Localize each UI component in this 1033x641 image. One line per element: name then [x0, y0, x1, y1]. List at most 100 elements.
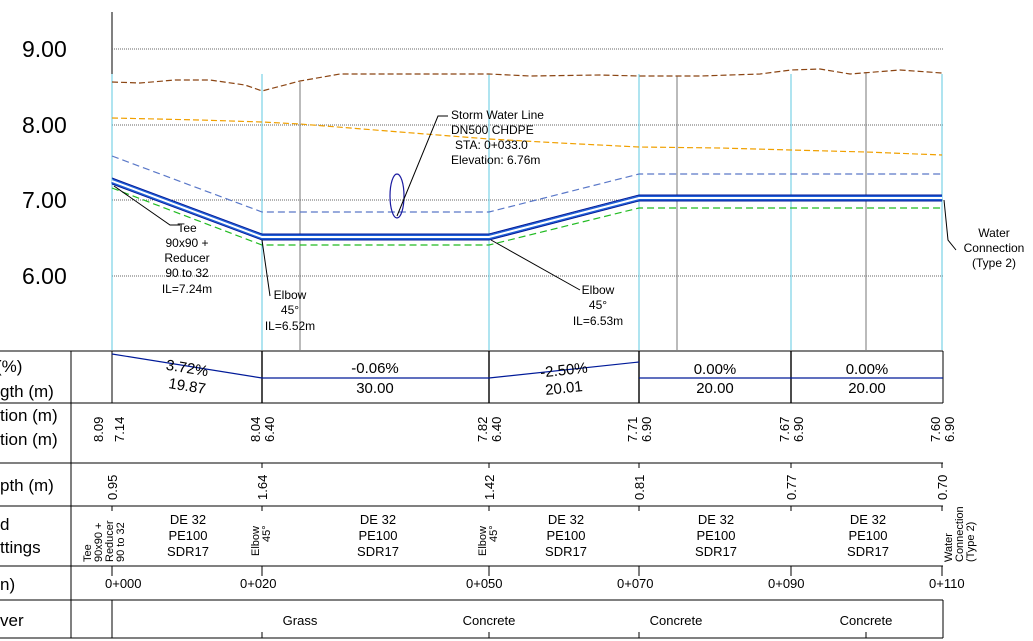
chainage-2: 0+020 — [240, 576, 277, 591]
water-connection-annotation: Water Connection (Type 2) — [964, 226, 1025, 270]
svg-text:90 to 32: 90 to 32 — [165, 266, 209, 280]
fit-water-1: Water — [943, 533, 955, 562]
sta-4-depth: 0.81 — [632, 475, 647, 500]
sta-5-depth: 0.77 — [784, 475, 799, 500]
svg-text:DE 32: DE 32 — [850, 512, 886, 527]
svg-text:90x90 +: 90x90 + — [165, 236, 208, 250]
svg-text:Storm Water Line: Storm Water Line — [451, 108, 544, 122]
storm-water-annotation: Storm Water Line DN500 CHDPE STA: 0+033.… — [451, 108, 544, 167]
chainage-4: 0+070 — [617, 576, 654, 591]
sta-3-ground: 7.82 — [475, 417, 490, 442]
fit-elbow2-2: 45° — [488, 525, 500, 542]
chainage-3: 0+050 — [466, 576, 503, 591]
svg-text:STA: 0+033.0: STA: 0+033.0 — [455, 138, 528, 152]
seg-1-grade: 3.72% — [165, 357, 210, 380]
svg-text:PE100: PE100 — [848, 528, 887, 543]
sta-1-ground: 8.09 — [91, 417, 106, 442]
surface-4: Concrete — [840, 613, 893, 628]
tee-annotation: Tee 90x90 + Reducer 90 to 32 IL=7.24m — [162, 221, 212, 296]
fit-tee-1: Tee — [82, 544, 94, 562]
seg-3-length: 20.01 — [544, 378, 583, 399]
fit-elbow2-1: Elbow — [477, 526, 489, 556]
surface-values: Grass Concrete Concrete Concrete — [283, 613, 893, 628]
pipe-outer-line — [111, 178, 942, 240]
sta-6-depth: 0.70 — [935, 475, 950, 500]
svg-text:PE100: PE100 — [358, 528, 397, 543]
svg-text:DE 32: DE 32 — [170, 512, 206, 527]
row-label-invert: tion (m) — [0, 430, 58, 449]
sta-6-ground: 7.60 — [928, 417, 943, 442]
seg-4-grade: 0.00% — [694, 361, 737, 378]
surface-2: Concrete — [463, 613, 516, 628]
svg-text:Elbow: Elbow — [274, 288, 307, 302]
chainage-1: 0+000 — [105, 576, 142, 591]
sta-4-ground: 7.71 — [625, 417, 640, 442]
svg-text:IL=6.52m: IL=6.52m — [265, 319, 315, 333]
svg-text:45°: 45° — [589, 298, 607, 312]
fit-elbow1-2: 45° — [261, 525, 273, 542]
elevation-values: 8.09 7.14 8.04 6.40 7.82 6.40 7.71 6.90 … — [91, 417, 957, 442]
svg-text:DE 32: DE 32 — [698, 512, 734, 527]
sta-2-invert: 6.40 — [262, 417, 277, 442]
svg-text:DN500 CHDPE: DN500 CHDPE — [451, 123, 534, 137]
row-label-fittings-1: d — [0, 515, 9, 534]
fittings-row: Tee 90x90 + Reducer 90 to 32 Elbow 45° E… — [82, 506, 977, 562]
svg-text:PE100: PE100 — [168, 528, 207, 543]
fit-water-3: (Type 2) — [965, 522, 977, 562]
seg-5-grade: 0.00% — [846, 361, 889, 378]
svg-text:DE 32: DE 32 — [360, 512, 396, 527]
sta-5-invert: 6.90 — [791, 417, 806, 442]
svg-text:IL=6.53m: IL=6.53m — [573, 314, 623, 328]
row-label-chainage: n) — [0, 575, 15, 594]
bedding-line — [111, 187, 942, 246]
svg-text:45°: 45° — [281, 303, 299, 317]
seg-2-grade: -0.06% — [351, 360, 399, 377]
pipe-top-edge — [111, 177, 942, 235]
fit-tee-2: 90x90 + — [93, 523, 105, 562]
svg-text:Elevation: 6.76m: Elevation: 6.76m — [451, 153, 540, 167]
y-label-9: 9.00 — [22, 36, 67, 62]
pipe-bottom-edge — [111, 183, 942, 241]
svg-text:DE 32: DE 32 — [548, 512, 584, 527]
design-grade-line — [111, 117, 943, 156]
storm-water-crossing — [389, 173, 405, 219]
seg-4-length: 20.00 — [696, 380, 734, 397]
svg-text:SDR17: SDR17 — [357, 544, 399, 559]
intermediate-lines — [299, 72, 867, 350]
row-label-length: gth (m) — [0, 382, 54, 401]
svg-text:SDR17: SDR17 — [545, 544, 587, 559]
sta-1-depth: 0.95 — [105, 475, 120, 500]
ground-surface-line — [111, 68, 943, 92]
seg-5-length: 20.00 — [848, 380, 886, 397]
depth-values: 0.95 1.64 1.42 0.81 0.77 0.70 — [105, 475, 950, 500]
fit-water-2: Connection — [954, 506, 966, 562]
y-label-8: 8.00 — [22, 112, 67, 138]
trench-top-line — [111, 155, 942, 213]
sta-5-ground: 7.67 — [777, 417, 792, 442]
segment-values: 3.72% 19.87 -0.06% 30.00 -2.50% 20.01 0.… — [165, 357, 889, 399]
svg-text:IL=7.24m: IL=7.24m — [162, 282, 212, 296]
sta-4-invert: 6.90 — [639, 417, 654, 442]
pipe-specs: DE 32 PE100 SDR17 DE 32 PE100 SDR17 DE 3… — [167, 512, 889, 559]
sta-3-depth: 1.42 — [482, 475, 497, 500]
sta-2-ground: 8.04 — [248, 417, 263, 442]
svg-text:Connection: Connection — [964, 241, 1025, 255]
y-label-7: 7.00 — [22, 187, 67, 213]
row-label-grade: (%) — [0, 357, 22, 376]
svg-text:SDR17: SDR17 — [847, 544, 889, 559]
pipe-inner-line — [111, 180, 942, 238]
svg-text:Water: Water — [978, 226, 1010, 240]
svg-text:PE100: PE100 — [546, 528, 585, 543]
sta-6-invert: 6.90 — [942, 417, 957, 442]
chainage-values: 0+000 0+020 0+050 0+070 0+090 0+110 — [105, 576, 965, 591]
fit-elbow1-1: Elbow — [250, 526, 262, 556]
svg-text:SDR17: SDR17 — [167, 544, 209, 559]
svg-text:Reducer: Reducer — [164, 251, 209, 265]
sta-2-depth: 1.64 — [255, 475, 270, 500]
chainage-6: 0+110 — [929, 576, 965, 591]
svg-text:SDR17: SDR17 — [695, 544, 737, 559]
fit-tee-3: Reducer — [104, 520, 116, 562]
seg-3-grade: -2.50% — [539, 360, 588, 382]
row-labels: (%) gth (m) tion (m) tion (m) pth (m) d … — [0, 357, 58, 630]
